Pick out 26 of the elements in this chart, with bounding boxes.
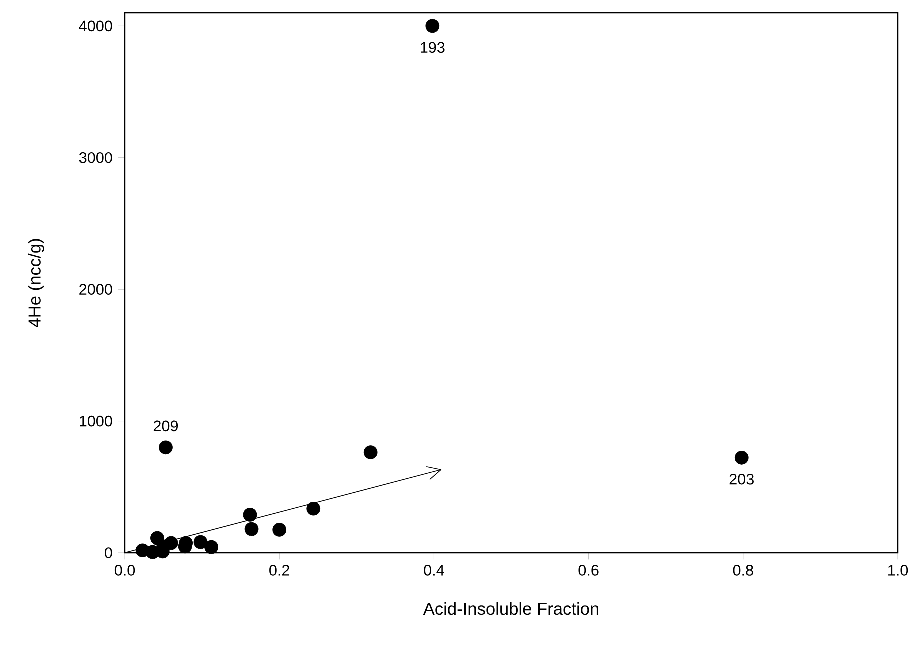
point: [159, 440, 173, 455]
point: [244, 522, 259, 536]
point: [243, 508, 258, 522]
point: [306, 502, 321, 516]
annotation: 193: [421, 42, 445, 54]
point: [204, 540, 219, 554]
x-tick-label: 0.0: [114, 565, 136, 576]
x-tick-label: 0.4: [424, 565, 444, 576]
y-tick-label: 1000: [80, 416, 112, 427]
point: [364, 446, 378, 460]
x-tick-label: 0.2: [270, 565, 290, 576]
y-axis-title: 4He (ncc/g): [28, 239, 44, 328]
x-tick-label: 0.8: [733, 565, 754, 576]
y-tick-label: 2000: [80, 284, 112, 296]
point: [426, 19, 440, 34]
x-tick-label: 0.6: [578, 565, 599, 576]
annotation: 203: [730, 474, 754, 485]
point: [734, 450, 749, 465]
y-tick-label: 0: [105, 548, 112, 558]
x-axis-title: Acid-Insoluble Fraction: [423, 602, 598, 616]
x-tick-label: 1.0: [888, 565, 908, 576]
point: [272, 523, 287, 537]
annotation: 209: [154, 420, 178, 432]
y-tick-label: 4000: [79, 20, 112, 32]
point: [194, 535, 208, 550]
y-tick-label: 3000: [79, 152, 112, 164]
